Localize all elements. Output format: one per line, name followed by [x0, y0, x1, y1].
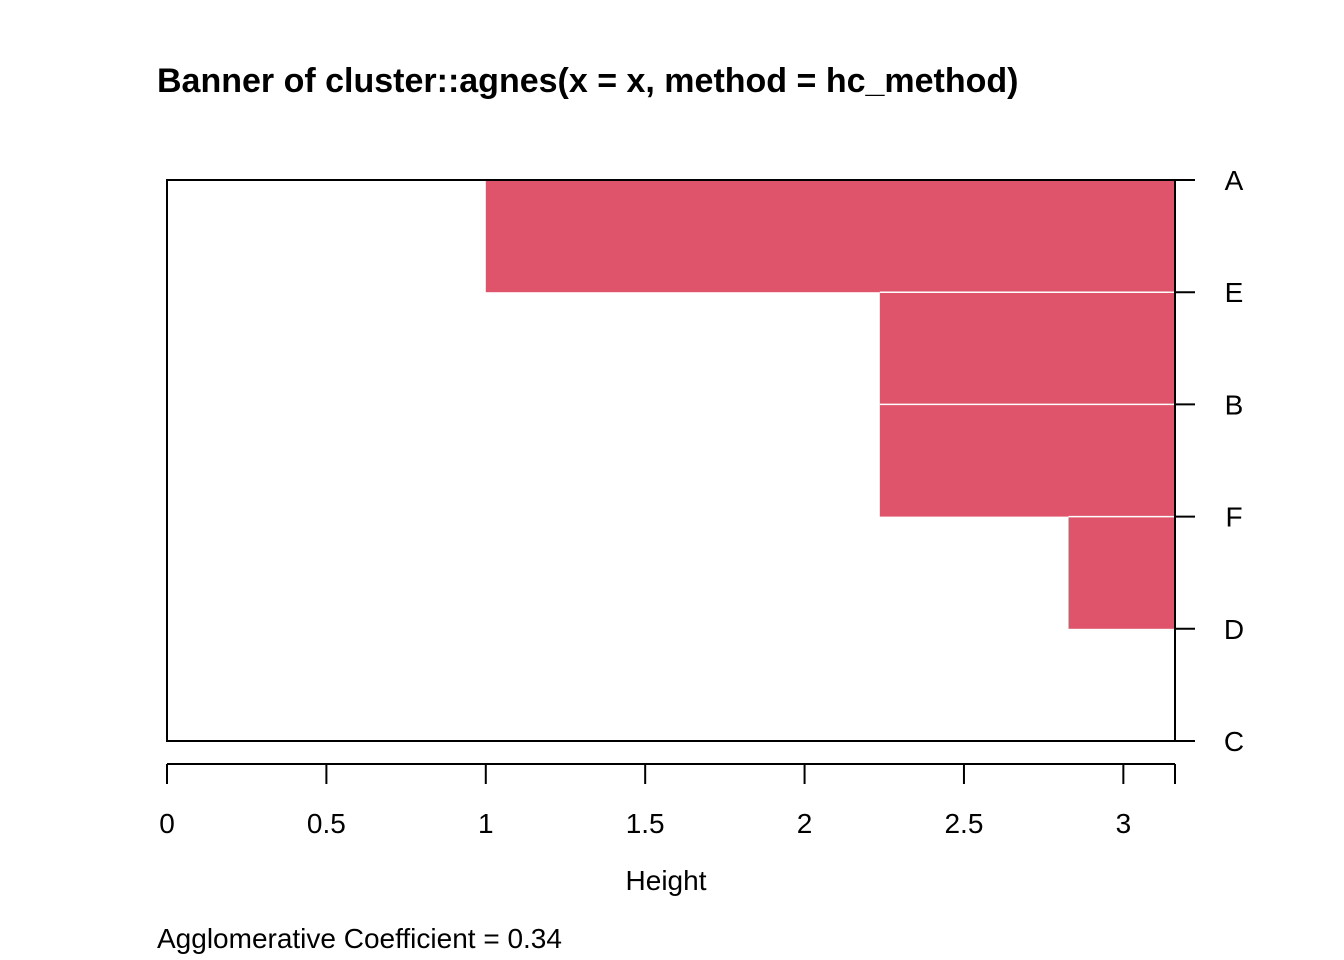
banner-bar-E-B — [879, 292, 1175, 405]
observation-label-A: A — [1225, 165, 1244, 196]
x-tick-label: 2 — [797, 808, 813, 839]
observation-label-C: C — [1224, 726, 1244, 757]
plot-frame — [166, 179, 1176, 742]
x-tick-label: 3 — [1116, 808, 1132, 839]
x-tick-label: 1 — [478, 808, 494, 839]
x-tick-label: 1.5 — [626, 808, 665, 839]
coefficient-label: Agglomerative Coefficient = — [157, 923, 507, 954]
x-axis-label: Height — [626, 865, 707, 896]
banner-bar-F-D — [1068, 516, 1175, 629]
chart-title: Banner of cluster::agnes(x = x, method =… — [157, 62, 1019, 100]
coefficient-value: 0.34 — [507, 923, 562, 954]
bars-group — [485, 180, 1175, 629]
observation-label-F: F — [1225, 502, 1242, 533]
x-tick-label: 0.5 — [307, 808, 346, 839]
observation-label-B: B — [1225, 389, 1244, 420]
x-axis: 0 0.5 1 1.5 2 2.5 3 — [159, 763, 1176, 839]
banner-bar-A-E — [485, 180, 1175, 293]
y-axis-labels: A E B F D C — [1175, 165, 1244, 757]
observation-label-D: D — [1224, 614, 1244, 645]
x-tick-label: 2.5 — [944, 808, 983, 839]
observation-label-E: E — [1225, 277, 1244, 308]
banner-bar-B-F — [879, 404, 1175, 517]
x-tick-label: 0 — [159, 808, 175, 839]
agglomerative-coefficient-text: Agglomerative Coefficient = 0.34 — [157, 923, 562, 954]
